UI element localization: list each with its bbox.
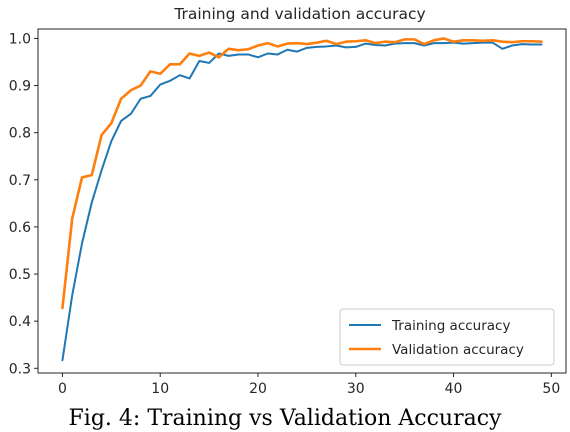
- series-line-validation-accuracy: [61, 37, 543, 310]
- series-layer: [61, 37, 543, 362]
- y-tick-label: 0.6: [9, 220, 31, 236]
- y-tick-label: 0.5: [9, 267, 31, 283]
- x-tick-label: 20: [249, 381, 267, 397]
- x-tick-label: 0: [58, 381, 67, 397]
- x-tick-label: 50: [542, 381, 560, 397]
- y-tick-label: 0.9: [9, 79, 31, 95]
- chart-title: Training and validation accuracy: [173, 5, 425, 23]
- series-line-training-accuracy: [61, 41, 543, 362]
- figure-caption: Fig. 4: Training vs Validation Accuracy: [68, 406, 502, 431]
- legend-label: Validation accuracy: [392, 342, 524, 358]
- x-tick-label: 10: [151, 381, 169, 397]
- x-tick-label: 40: [445, 381, 463, 397]
- y-tick-label: 0.8: [9, 126, 31, 142]
- x-axis: 0 10 20 30 40 50: [58, 373, 560, 397]
- plot-frame: [37, 28, 567, 374]
- y-tick-label: 0.4: [9, 314, 31, 330]
- legend-box: [339, 308, 555, 366]
- legend-label: Training accuracy: [391, 318, 510, 334]
- y-tick-label: 0.7: [9, 173, 31, 189]
- y-axis: 0.3 0.4 0.5 0.6 0.7 0.8 0.9 1.0: [9, 31, 38, 377]
- y-tick-label: 1.0: [9, 31, 31, 47]
- x-tick-label: 30: [347, 381, 365, 397]
- legend: Training accuracy Validation accuracy: [339, 308, 555, 366]
- y-tick-label: 0.3: [9, 361, 31, 377]
